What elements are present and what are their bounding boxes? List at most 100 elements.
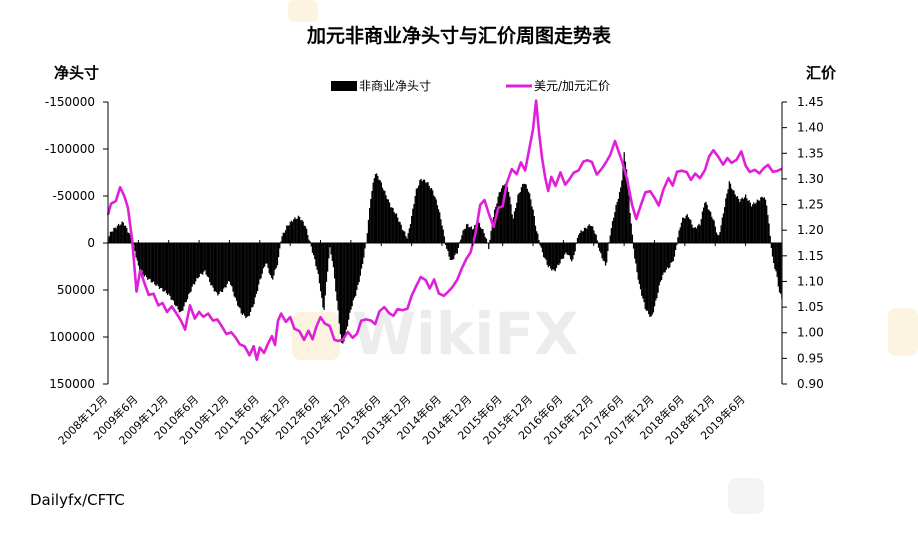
net-position-bar: [248, 243, 251, 316]
net-position-bar: [659, 243, 662, 282]
net-position-bar: [223, 243, 225, 289]
net-position-bar: [377, 175, 379, 243]
net-position-bar: [331, 243, 333, 261]
net-position-bar: [551, 243, 553, 271]
net-position-bar: [352, 243, 354, 301]
net-position-bar: [500, 188, 503, 243]
net-position-bar: [182, 243, 184, 311]
net-position-bar: [196, 243, 198, 279]
net-position-bar: [404, 231, 406, 243]
net-position-bar: [580, 230, 582, 243]
right-tick-label: 1.25: [797, 198, 824, 212]
net-position-bar: [188, 243, 190, 295]
net-position-bar: [164, 243, 166, 291]
source-label: Dailyfx/CFTC: [30, 491, 125, 509]
net-position-bar: [435, 199, 437, 243]
net-position-bar: [780, 243, 782, 294]
net-position-bar: [667, 243, 670, 269]
net-position-bar: [294, 217, 296, 243]
net-position-bar: [149, 243, 151, 280]
net-position-bar: [477, 222, 479, 243]
net-position-bar: [329, 243, 331, 248]
net-position-bar: [202, 243, 204, 275]
net-position-bar: [488, 243, 490, 250]
net-position-bar: [592, 226, 594, 243]
net-position-bar: [589, 225, 592, 243]
net-position-bar: [651, 243, 653, 315]
net-position-bar: [239, 243, 241, 309]
net-position-bar: [701, 211, 704, 243]
net-position-bar: [260, 243, 262, 279]
net-position-bar: [211, 243, 213, 286]
net-position-bar: [371, 191, 373, 243]
net-position-bar: [342, 243, 344, 344]
net-position-bar: [569, 243, 572, 260]
net-position-bar: [312, 243, 315, 256]
net-position-bar: [207, 243, 210, 278]
net-position-bar: [724, 207, 726, 243]
net-position-bar: [421, 181, 423, 243]
net-position-bar: [197, 243, 199, 279]
net-position-bar: [736, 196, 739, 243]
net-position-bar: [309, 241, 311, 243]
net-position-bar: [454, 243, 456, 256]
net-position-bar: [672, 243, 674, 262]
net-position-bar: [259, 243, 261, 280]
net-position-bar: [429, 188, 432, 243]
net-position-bar: [252, 243, 254, 307]
net-position-bar: [156, 243, 158, 285]
net-position-bar: [709, 211, 712, 243]
left-tick-label: -100000: [45, 142, 95, 156]
net-position-bar: [289, 221, 291, 243]
net-position-bar: [731, 188, 733, 243]
net-position-bar: [680, 222, 683, 243]
net-position-bar: [750, 206, 753, 243]
net-position-bar: [628, 194, 630, 243]
net-position-bar: [623, 152, 625, 243]
net-position-bar: [323, 243, 325, 310]
net-position-bar: [343, 243, 345, 342]
net-position-bar: [489, 239, 491, 243]
net-position-bar: [532, 209, 534, 243]
net-position-bar: [152, 243, 155, 282]
net-position-bar: [355, 243, 357, 296]
net-position-bar: [597, 243, 600, 248]
net-position-bar: [531, 206, 533, 243]
legend: 非商业净头寸 美元/加元汇价: [331, 78, 610, 93]
net-position-bar: [557, 243, 559, 265]
net-position-bar: [624, 161, 627, 243]
net-position-bar: [256, 243, 259, 292]
net-position-bar: [721, 217, 723, 243]
net-position-bar: [713, 220, 715, 243]
net-position-bar: [224, 243, 226, 288]
net-position-bar: [237, 243, 239, 306]
net-position-bar: [214, 243, 217, 292]
net-position-bar: [565, 243, 567, 253]
net-position-bar: [280, 241, 282, 243]
net-position-bar: [594, 233, 596, 243]
net-position-bar: [425, 182, 427, 243]
net-position-bar: [366, 233, 368, 243]
usdcad-line-layer: [106, 99, 783, 361]
net-position-bar: [719, 232, 721, 243]
net-position-bar: [763, 197, 765, 243]
net-position-bar: [265, 243, 267, 264]
net-position-bar: [729, 183, 732, 243]
right-tick-label: 1.35: [797, 146, 824, 160]
net-position-bar: [771, 243, 774, 257]
net-position-bar: [568, 243, 570, 256]
net-position-bar: [353, 243, 356, 298]
right-axis: 0.90 0.95 1.00 1.05 1.10 1.15 1.20 1.25 1.30 1.35…: [781, 95, 824, 391]
net-position-bar: [727, 189, 729, 243]
net-position-bar: [249, 243, 252, 312]
net-position-bar: [527, 191, 530, 243]
net-position-bar: [450, 243, 453, 260]
net-position-bar: [506, 186, 509, 243]
net-position-bar: [743, 197, 746, 243]
net-position-bar: [168, 243, 170, 294]
net-position-bar: [397, 217, 399, 243]
net-position-bar: [637, 243, 639, 280]
net-position-bar: [288, 225, 290, 243]
net-position-bar: [181, 243, 183, 312]
usdcad-line: [106, 99, 783, 361]
